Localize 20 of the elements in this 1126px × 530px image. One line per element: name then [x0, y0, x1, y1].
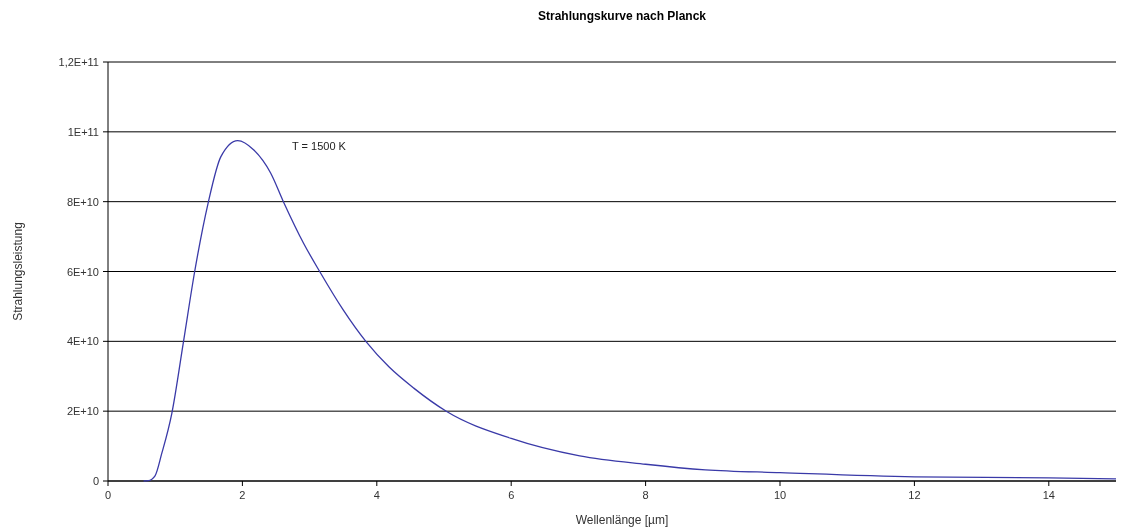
y-axis-title: Strahlungsleistung: [11, 222, 25, 321]
x-tick-label: 8: [642, 489, 649, 501]
x-tick-label: 0: [104, 489, 112, 501]
y-tick-label: 8E+10: [66, 195, 99, 208]
x-tick-label: 14: [1042, 489, 1055, 501]
x-tick-label: 6: [508, 489, 515, 501]
x-axis-title: Wellenlänge [µm]: [575, 513, 669, 527]
x-tick-label: 12: [908, 489, 921, 501]
chart-title: Strahlungskurve nach Planck: [537, 9, 707, 23]
x-tick-label: 10: [773, 489, 787, 501]
line-series: [142, 139, 1117, 482]
x-tick-label: 2: [239, 489, 246, 501]
y-tick-label: 4E+10: [66, 335, 99, 348]
annotation: T = 1500 K: [292, 140, 347, 152]
x-tick-label: 4: [373, 489, 380, 501]
y-tick-label: 0: [92, 475, 99, 487]
y-tick-label: 1,2E+11: [58, 56, 99, 68]
y-tick-label: 6E+10: [66, 265, 99, 278]
y-tick-label: 2E+10: [66, 405, 99, 418]
y-tick-label: 1E+11: [67, 125, 99, 138]
